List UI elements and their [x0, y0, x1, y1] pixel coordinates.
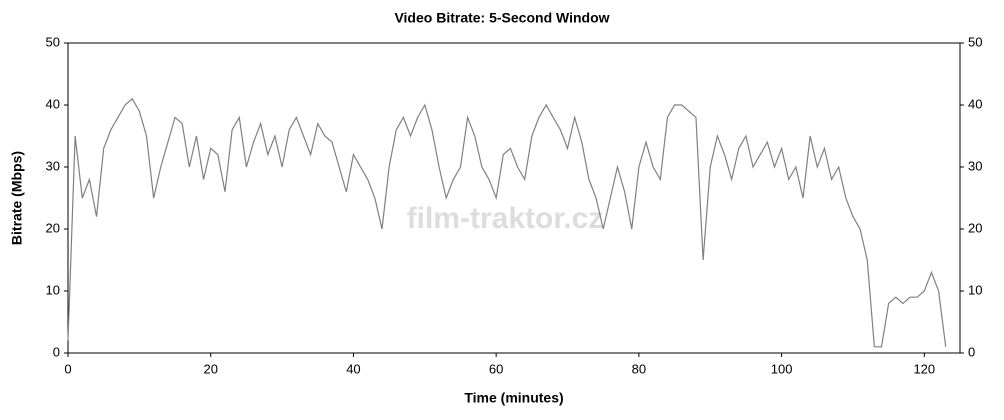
- x-tick-label: 80: [632, 361, 646, 376]
- y2-tick-label: 50: [968, 34, 982, 49]
- y-tick-label: 20: [46, 220, 60, 235]
- x-tick-label: 40: [346, 361, 360, 376]
- x-tick-label: 60: [489, 361, 503, 376]
- x-tick-label: 20: [203, 361, 217, 376]
- y-tick-label: 40: [46, 96, 60, 111]
- watermark: film-traktor.cz: [407, 202, 604, 235]
- x-axis-label: Time (minutes): [464, 390, 563, 406]
- y2-tick-label: 0: [968, 344, 975, 359]
- y2-tick-label: 10: [968, 282, 982, 297]
- y-tick-label: 10: [46, 282, 60, 297]
- y-tick-label: 50: [46, 34, 60, 49]
- y2-tick-label: 40: [968, 96, 982, 111]
- x-tick-label: 100: [771, 361, 793, 376]
- y2-tick-label: 20: [968, 220, 982, 235]
- chart-title: Video Bitrate: 5-Second Window: [394, 10, 609, 26]
- bitrate-line: [67, 97, 947, 348]
- y-axis-label: Bitrate (Mbps): [9, 151, 25, 245]
- plot-frame: [67, 42, 961, 354]
- y-tick-label: 30: [46, 158, 60, 173]
- y2-tick-label: 30: [968, 158, 982, 173]
- y-tick-label: 0: [53, 344, 60, 359]
- x-tick-label: 0: [64, 361, 71, 376]
- x-tick-label: 120: [913, 361, 935, 376]
